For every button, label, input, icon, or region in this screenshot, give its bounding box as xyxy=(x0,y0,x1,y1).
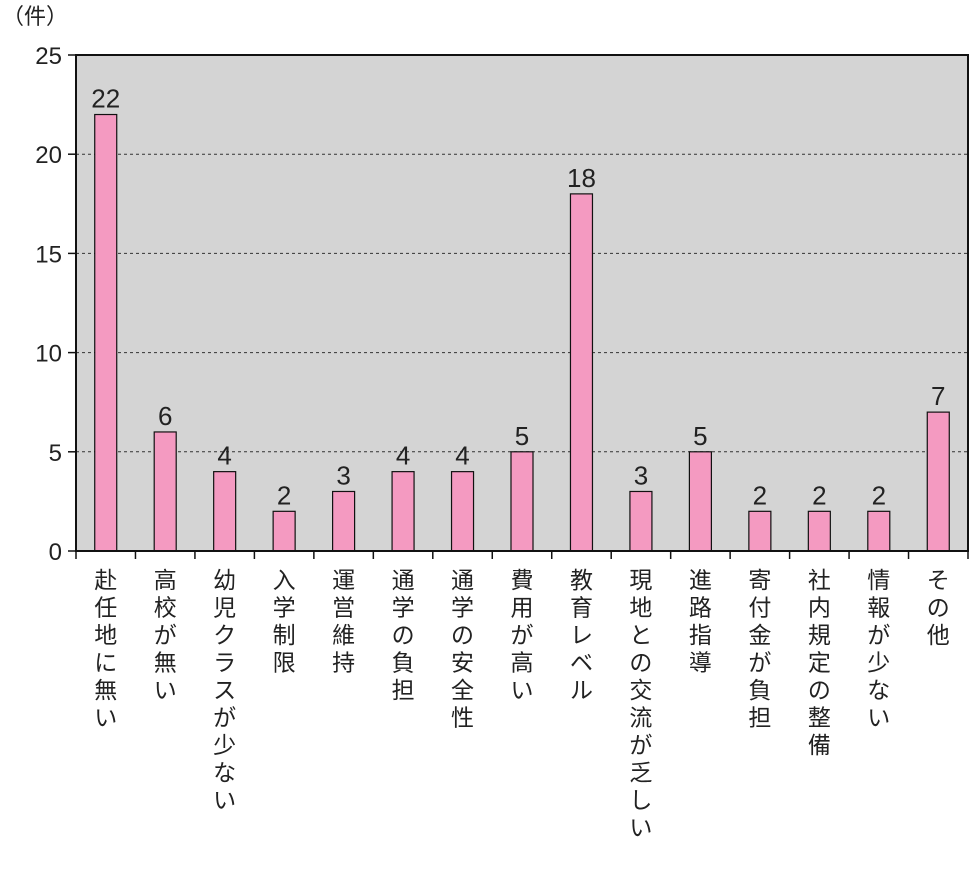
bar xyxy=(391,471,415,552)
bar xyxy=(450,471,475,552)
y-axis-unit: （件） xyxy=(2,5,68,30)
bar xyxy=(272,510,296,552)
bar-value-label: 5 xyxy=(693,421,707,451)
y-axis-ticks: 0 5 10 15 20 25 xyxy=(35,43,76,566)
x-axis-ticks xyxy=(75,551,969,559)
plot-frame xyxy=(75,54,969,552)
bar-value-label: 3 xyxy=(336,460,350,490)
category-label: 運営維持 xyxy=(332,568,355,677)
y-tick-label: 15 xyxy=(35,241,62,268)
bar xyxy=(213,471,237,552)
bar-value-label: 4 xyxy=(217,441,231,471)
category-label: その他 xyxy=(927,568,950,649)
category-label: 進路指導 xyxy=(689,568,712,677)
y-tick-label: 25 xyxy=(35,43,62,70)
bar xyxy=(926,411,950,552)
y-tick-label: 0 xyxy=(49,539,62,566)
bar xyxy=(332,490,356,552)
bar xyxy=(807,510,831,552)
category-label: 現地との交流が乏しい xyxy=(629,568,652,842)
category-labels: 赴任地に無い 高校が無い 幼児クラスが少ない 入学制限 運営維持 通学の負担 通学の安全性 費… xyxy=(94,568,950,842)
bar-value-label: 2 xyxy=(812,480,826,510)
category-label: 寄付金が負担 xyxy=(748,568,771,732)
y-tick-label: 10 xyxy=(35,341,62,368)
bar-value-label: 5 xyxy=(515,421,529,451)
bar xyxy=(748,510,772,552)
category-label: 入学制限 xyxy=(273,568,296,677)
bar-value-label: 4 xyxy=(396,441,410,471)
bar-value-label: 6 xyxy=(158,401,172,431)
bar-value-label: 3 xyxy=(634,460,648,490)
bar xyxy=(510,451,534,552)
bar xyxy=(629,490,653,552)
bar-value-label: 18 xyxy=(567,163,596,193)
bar-value-label: 7 xyxy=(931,381,945,411)
category-label: 教育レベル xyxy=(570,568,593,704)
category-label: 通学の安全性 xyxy=(451,568,474,732)
category-label: 社内規定の整備 xyxy=(808,568,831,759)
category-label: 情報が少ない xyxy=(867,568,890,732)
category-label: 費用が高い xyxy=(511,568,534,704)
bar xyxy=(867,510,891,552)
bar xyxy=(153,431,177,552)
bars xyxy=(94,113,950,552)
category-label: 幼児クラスが少ない xyxy=(213,568,236,814)
bar xyxy=(688,451,713,552)
y-tick-label: 5 xyxy=(49,440,62,467)
bar-value-label: 2 xyxy=(872,480,886,510)
category-label: 高校が無い xyxy=(154,568,177,704)
bar-value-label: 2 xyxy=(753,480,767,510)
bar-value-label: 22 xyxy=(91,84,120,114)
category-label: 赴任地に無い xyxy=(94,568,117,732)
bar xyxy=(569,193,594,552)
bar-value-label: 4 xyxy=(455,441,469,471)
bar xyxy=(94,113,118,552)
bar-value-label: 2 xyxy=(277,480,291,510)
category-label: 通学の負担 xyxy=(392,568,415,704)
y-tick-label: 20 xyxy=(35,142,62,169)
